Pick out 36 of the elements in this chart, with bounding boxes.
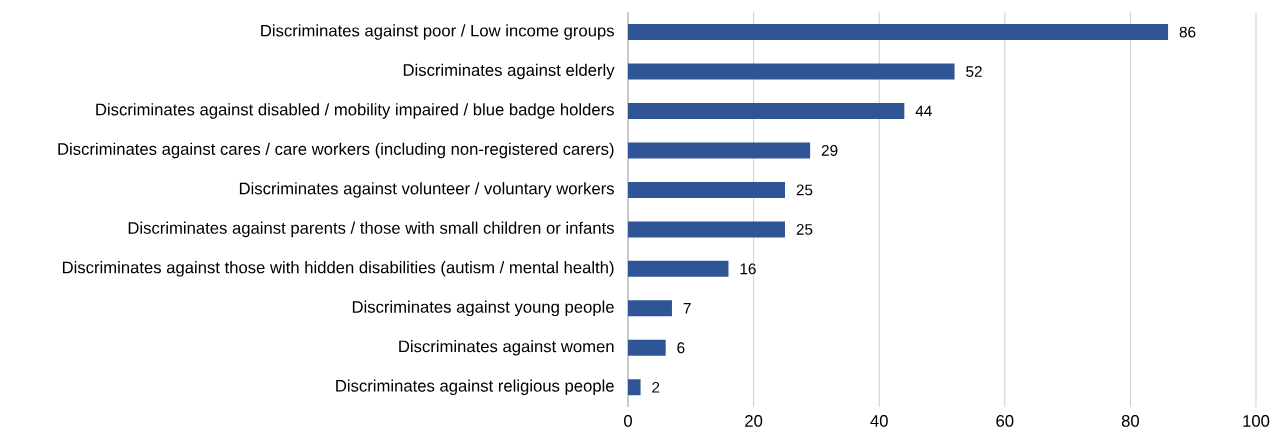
bar bbox=[628, 339, 666, 356]
data-label: 86 bbox=[1179, 26, 1196, 38]
x-tick-label: 40 bbox=[870, 415, 888, 427]
y-tick-label: Discriminates against disabled / mobility impaired / blue badge holders bbox=[96, 103, 614, 119]
data-label: 44 bbox=[915, 105, 932, 117]
bar bbox=[628, 260, 729, 277]
x-tick-label: 80 bbox=[1121, 415, 1140, 427]
data-label: 25 bbox=[796, 184, 813, 196]
data-label: 25 bbox=[796, 223, 813, 235]
y-tick-label: Discriminates against parents / those with small children or infants bbox=[128, 221, 614, 238]
x-tick-label: 20 bbox=[745, 415, 763, 427]
y-tick-label: Discriminates against elderly bbox=[403, 63, 615, 80]
bar bbox=[628, 102, 905, 119]
bar bbox=[628, 300, 672, 317]
data-label: 7 bbox=[683, 303, 691, 314]
data-label: 6 bbox=[677, 342, 685, 354]
data-label: 16 bbox=[740, 263, 756, 275]
y-tick-label: Discriminates against religious people bbox=[336, 379, 614, 396]
data-label: 52 bbox=[966, 66, 982, 77]
y-tick-label: Discriminates against volunteer / voluntary workers bbox=[239, 182, 614, 198]
y-tick-label: Discriminates against cares / care workers (including non-registered carers) bbox=[58, 142, 614, 159]
bar bbox=[628, 181, 785, 198]
bar bbox=[628, 24, 1169, 41]
data-label: 2 bbox=[652, 381, 660, 393]
bar bbox=[628, 221, 785, 238]
data-label: 29 bbox=[821, 145, 838, 156]
y-tick-label: Discriminates against women bbox=[399, 340, 614, 356]
x-tick-label: 60 bbox=[996, 415, 1014, 427]
bar bbox=[628, 142, 811, 159]
y-tick-label: Discriminates against poor / Low income groups bbox=[261, 24, 614, 40]
bar bbox=[628, 379, 641, 396]
y-tick-label: Discriminates against those with hidden disabilities (autism / mental health) bbox=[62, 261, 614, 277]
x-tick-label: 100 bbox=[1243, 415, 1270, 427]
bar bbox=[628, 63, 955, 80]
x-tick-label: 0 bbox=[624, 415, 632, 427]
y-tick-label: Discriminates against young people bbox=[352, 300, 614, 317]
